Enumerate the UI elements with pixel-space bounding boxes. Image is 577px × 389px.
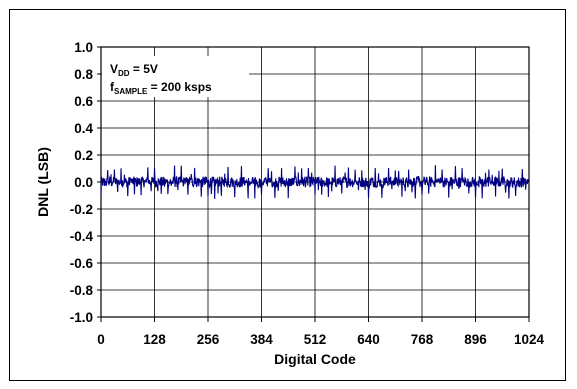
x-tick-label: 0 [97,332,105,347]
y-tick-label: 0.2 [74,148,93,163]
fs-main: f [110,80,115,94]
x-tick-label: 768 [411,332,434,347]
fsample-annotation: fSAMPLE = 200 ksps [110,80,212,96]
x-tick-label: 896 [464,332,487,347]
ticks: 1.0 0.8 0.6 0.4 0.2 0.0 -0.2 -0.4 -0.6 -0.8 -1.0 0 1… [70,40,545,347]
x-tick-label: 128 [143,332,166,347]
x-tick-label: 384 [250,332,273,347]
y-tick-label: 0.0 [74,175,93,190]
vdd-rest: = 5V [130,62,158,76]
y-tick-label: 0.6 [74,94,93,109]
fs-sub: SAMPLE [114,87,148,96]
y-tick-label: 0.4 [74,121,93,136]
y-tick-label: -0.2 [70,202,93,217]
fs-rest: = 200 ksps [147,80,212,94]
x-tick-label: 256 [197,332,220,347]
y-axis-label: DNL (LSB) [35,147,51,217]
y-tick-label: -1.0 [70,310,93,325]
y-tick-label: -0.4 [70,229,94,244]
x-tick-label: 1024 [514,332,545,347]
vdd-annotation: VDD = 5V [110,62,158,78]
series-layer [100,165,530,199]
vdd-sub: DD [118,69,130,78]
vdd-main: V [110,62,118,76]
y-tick-label: -0.6 [70,256,94,271]
annotation-background [102,56,249,97]
x-tick-label: 640 [357,332,380,347]
y-tick-label: 0.8 [74,67,93,82]
dnl-series-line [100,165,530,199]
x-axis-label: Digital Code [274,351,356,367]
figure-frame [9,9,566,381]
x-tick-label: 512 [304,332,327,347]
y-tick-label: 1.0 [74,40,93,55]
y-tick-label: -0.8 [70,283,94,298]
